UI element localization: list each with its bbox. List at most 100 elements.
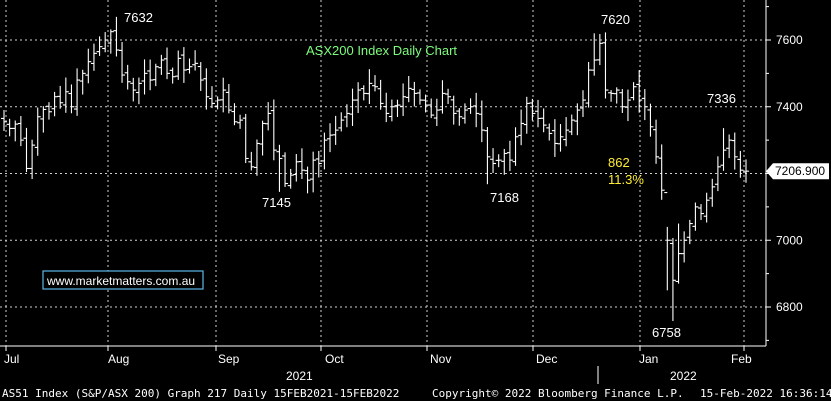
ohlc-bar — [484, 127, 491, 185]
x-month-label: Sep — [218, 352, 240, 366]
ohlc-bar — [506, 140, 513, 172]
ohlc-bar — [214, 96, 221, 110]
ohlc-bar — [478, 100, 485, 143]
ohlc-bar — [563, 117, 570, 147]
ohlc-bar — [613, 87, 620, 104]
footer-timestamp: 15-Feb-2022 16:36:14 — [700, 387, 831, 400]
ohlc-bar — [731, 132, 738, 170]
ohlc-bar — [585, 61, 592, 108]
ohlc-bar — [686, 219, 693, 245]
ohlc-bar — [720, 128, 727, 171]
ohlc-bar — [203, 68, 210, 110]
ohlc-bar — [338, 112, 345, 132]
ohlc-bar — [692, 202, 699, 231]
watermark-box: www.marketmatters.com.au — [42, 270, 204, 290]
ohlc-bar — [79, 69, 86, 95]
ohlc-bar — [287, 168, 294, 189]
ohlc-bar — [372, 75, 378, 92]
x-month-label: Jan — [639, 352, 658, 366]
y-tick-label: 7000 — [776, 233, 803, 247]
watermark-border — [42, 270, 204, 290]
x-axis: Jul Aug Sep Oct Nov Dec Jan Feb 2021 2022 — [4, 346, 752, 384]
ohlc-bar — [68, 84, 75, 114]
ohlc-bar — [141, 59, 148, 95]
ohlc-bar — [130, 77, 137, 102]
last-price-label: 7206.900 — [775, 164, 825, 178]
ohlc-bar — [124, 64, 131, 90]
y-tick-label: 6800 — [776, 300, 803, 314]
x-month-label: Oct — [325, 352, 344, 366]
ohlc-bar — [113, 16, 120, 57]
ohlc-bar — [675, 223, 682, 284]
ohlc-bar — [501, 148, 508, 175]
chart-title: ASX200 Index Daily Chart — [306, 43, 457, 58]
annotation-low-nov: 7168 — [490, 190, 519, 205]
ohlc-bar — [135, 77, 142, 105]
ohlc-bar — [394, 99, 401, 118]
ohlc-bar — [445, 88, 452, 104]
ohlc-bar — [591, 33, 598, 76]
ohlc-bar — [12, 120, 19, 142]
ohlc-bar — [192, 50, 199, 71]
ohlc-bar — [208, 86, 215, 109]
footer-copyright: Copyright© 2022 Bloomberg Finance L.P. — [432, 387, 684, 400]
ohlc-bar — [636, 70, 643, 113]
grid — [0, 0, 766, 347]
ohlc-bar — [158, 54, 165, 75]
ohlc-bar — [383, 92, 390, 123]
ohlc-bar — [579, 90, 586, 117]
ohlc-bar — [34, 107, 41, 156]
ohlc-bar — [186, 58, 193, 74]
annotation-high-dec: 7620 — [601, 12, 630, 27]
ohlc-bar — [147, 59, 154, 91]
ohlc-bar — [180, 47, 187, 83]
ohlc-bar — [152, 63, 159, 87]
ohlc-bar — [332, 115, 339, 145]
ohlc-bar — [23, 127, 30, 173]
ohlc-bar — [265, 102, 272, 131]
ohlc-bar — [518, 109, 525, 146]
ohlc-bar — [461, 103, 468, 124]
ohlc-bar — [388, 99, 395, 122]
ohlc-bar — [624, 89, 631, 122]
ohlc-bar — [298, 148, 305, 180]
ohlc-bar — [74, 68, 81, 116]
ohlc-bar — [568, 114, 575, 136]
ohlc-bar — [248, 151, 255, 171]
ohlc-bar — [411, 81, 418, 107]
ohlc-bar — [237, 114, 244, 129]
ohlc-bar — [557, 124, 564, 152]
ohlc-bar — [220, 77, 227, 113]
ohlc-bar — [743, 159, 749, 183]
x-year-label-2021: 2021 — [286, 369, 313, 383]
x-month-label: Nov — [430, 352, 451, 366]
ohlc-bar — [726, 134, 733, 159]
ohlc-bar — [6, 118, 13, 137]
ohlc-bar — [535, 99, 542, 128]
ohlc-bar — [619, 89, 626, 113]
ohlc-bar — [282, 152, 289, 187]
ohlc-bar — [107, 29, 114, 54]
ohlc-bar — [270, 99, 277, 161]
last-price-marker: 7206.900 — [766, 163, 829, 180]
ohlc-bar — [669, 237, 676, 322]
ohlc-bar — [473, 92, 480, 128]
annotation-points-drop: 862 — [608, 155, 630, 170]
ohlc-bar — [1, 110, 7, 131]
ohlc-bar — [495, 154, 502, 168]
ohlc-bar — [456, 108, 463, 126]
ohlc-bar — [164, 47, 171, 80]
ohlc-bar — [529, 98, 536, 121]
ohlc-bar — [602, 32, 609, 99]
footer-security: AS51 Index (S&P/ASX 200) Graph 217 Daily… — [2, 387, 399, 400]
ohlc-bar — [714, 156, 721, 192]
ohlc-bar — [343, 104, 350, 128]
ohlc-bar — [102, 32, 109, 53]
ohlc-bar — [405, 76, 412, 103]
ohlc-bar — [658, 144, 665, 200]
ohlc-bar — [467, 98, 474, 114]
annotation-low-sep: 7145 — [262, 195, 291, 210]
ohlc-bar — [709, 178, 716, 207]
